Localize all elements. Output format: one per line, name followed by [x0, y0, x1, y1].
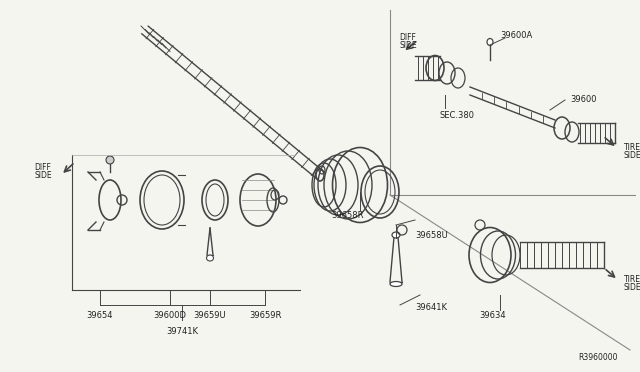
Text: 39641K: 39641K [415, 304, 447, 312]
Circle shape [106, 156, 114, 164]
Text: 39741K: 39741K [166, 327, 198, 337]
Text: DIFF: DIFF [399, 33, 417, 42]
Text: 39658R: 39658R [332, 211, 364, 219]
Text: TIRE: TIRE [624, 276, 640, 285]
Text: SIDE: SIDE [399, 42, 417, 51]
Text: 39659R: 39659R [249, 311, 281, 321]
Text: R3960000: R3960000 [579, 353, 618, 362]
Text: 39600: 39600 [570, 96, 596, 105]
Text: SIDE: SIDE [624, 283, 640, 292]
Text: 39634: 39634 [480, 311, 506, 320]
Text: 39600A: 39600A [500, 31, 532, 39]
Ellipse shape [392, 232, 400, 238]
Text: SIDE: SIDE [624, 151, 640, 160]
Ellipse shape [390, 282, 402, 286]
Text: 39654: 39654 [87, 311, 113, 321]
Text: 39600D: 39600D [154, 311, 186, 321]
Ellipse shape [487, 38, 493, 45]
Text: SEC.380: SEC.380 [440, 110, 475, 119]
Text: TIRE: TIRE [624, 144, 640, 153]
Ellipse shape [207, 255, 214, 261]
Text: DIFF: DIFF [35, 164, 51, 173]
Text: 39658U: 39658U [415, 231, 448, 240]
Text: SIDE: SIDE [34, 171, 52, 180]
Text: 39659U: 39659U [194, 311, 227, 321]
